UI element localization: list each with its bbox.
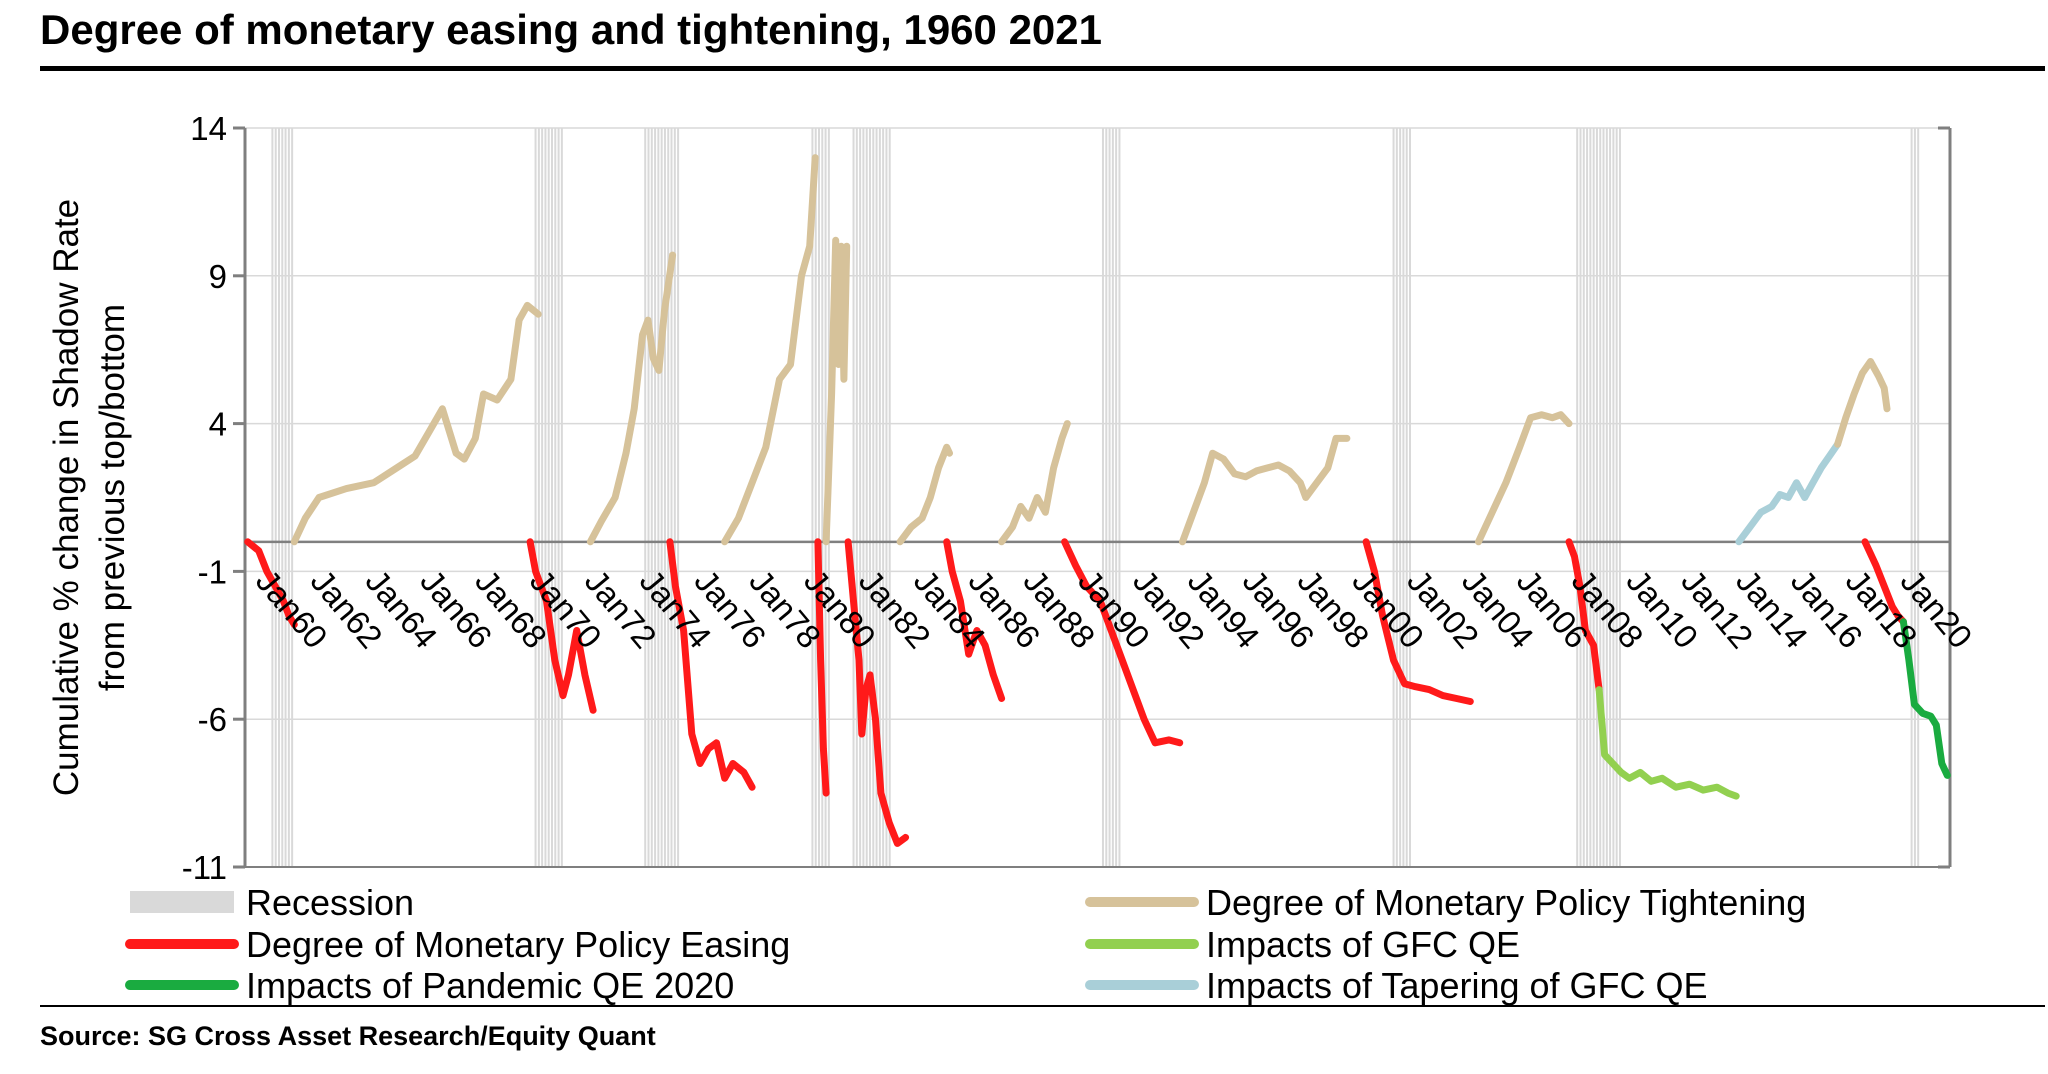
series-line-easing xyxy=(1061,538,1184,747)
chart-title: Degree of monetary easing and tightening… xyxy=(40,6,1102,53)
y-tick-label: 14 xyxy=(190,110,227,147)
series-line-tightening xyxy=(896,443,953,546)
y-axis-title: from previous top/bottom xyxy=(93,304,132,691)
y-tick-label: -1 xyxy=(198,553,227,590)
legend-label: Impacts of GFC QE xyxy=(1206,924,1520,965)
series-line-easing xyxy=(526,538,597,714)
source-divider xyxy=(40,1005,2045,1007)
legend-label: Degree of Monetary Policy Easing xyxy=(246,924,790,965)
y-tick-label: -11 xyxy=(182,849,227,886)
y-tick-label: -6 xyxy=(198,701,227,738)
series-line-easing xyxy=(1565,538,1603,694)
series-line-tightening xyxy=(290,301,542,546)
series-line-tightening xyxy=(1834,358,1891,448)
series-line-tightening xyxy=(822,236,851,546)
series-line-easing xyxy=(943,538,1006,702)
series-line-tightening xyxy=(1179,434,1351,546)
series-line-easing xyxy=(666,538,756,791)
y-tick-label: 4 xyxy=(209,406,227,443)
source-note: Source: SG Cross Asset Research/Equity Q… xyxy=(40,1021,656,1051)
series-line-easing xyxy=(1861,538,1907,626)
legend-label: Impacts of Tapering of GFC QE xyxy=(1206,965,1708,1006)
series-line-gfc-qe xyxy=(1595,686,1740,800)
y-axis-title: Cumulative % change in Shadow Rate xyxy=(47,199,86,796)
legend-swatch-recession xyxy=(130,891,234,913)
series-line-tightening xyxy=(998,420,1071,546)
series-line-tightening xyxy=(1475,411,1573,546)
series-line-easing xyxy=(814,538,830,797)
series-line-tightening xyxy=(586,251,677,546)
series-line-tightening xyxy=(721,154,819,546)
legend-label: Degree of Monetary Policy Tightening xyxy=(1206,882,1806,923)
legend-label: Impacts of Pandemic QE 2020 xyxy=(246,965,734,1006)
legend-label: Recession xyxy=(246,882,414,923)
y-tick-label: 9 xyxy=(209,258,227,295)
series-line-easing xyxy=(844,538,910,847)
series-line-easing xyxy=(1362,538,1474,705)
series-line-pandemic-qe xyxy=(1899,618,1951,779)
series-line-tapering xyxy=(1735,440,1842,546)
title-divider xyxy=(40,66,2045,71)
series-line-easing xyxy=(244,538,298,629)
